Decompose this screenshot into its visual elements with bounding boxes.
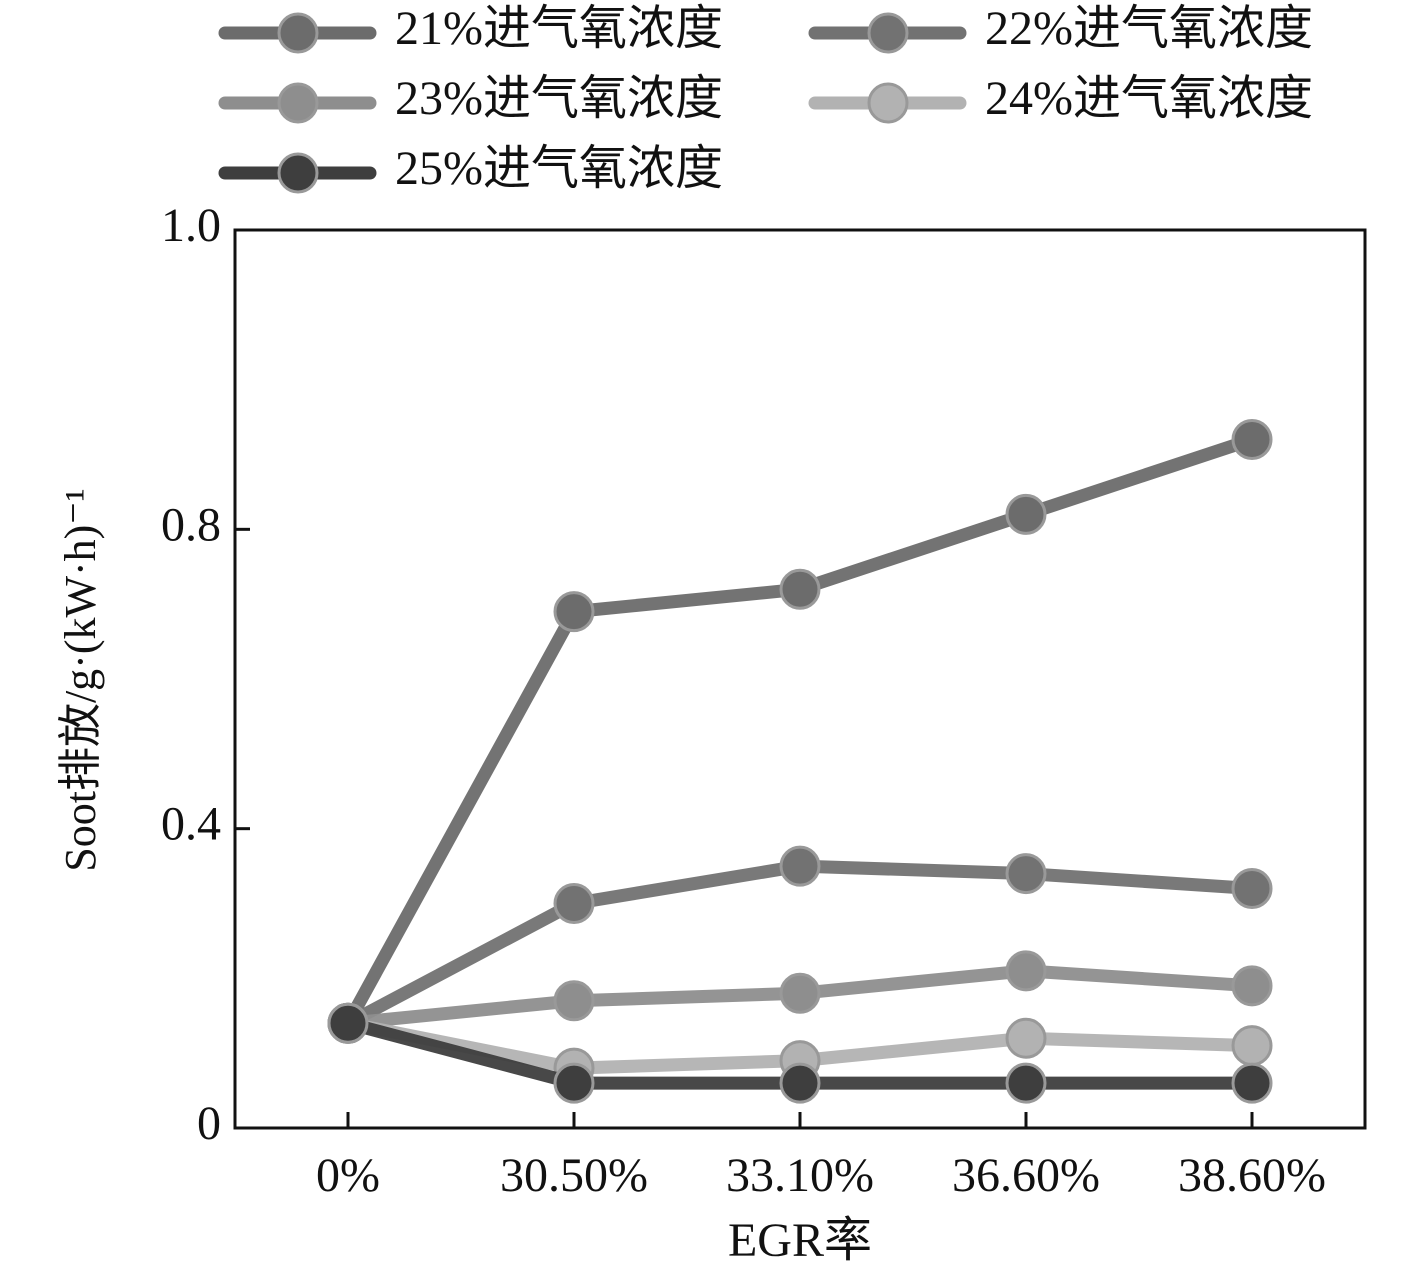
legend-marker xyxy=(867,82,909,124)
x-tick-label: 0% xyxy=(316,1149,380,1202)
legend-label: 24%进气氧浓度 xyxy=(985,72,1313,125)
data-point xyxy=(779,1062,821,1104)
data-point xyxy=(553,591,595,633)
x-tick-label: 30.50% xyxy=(500,1149,648,1202)
y-axis-label: Soot排放/g·(kW·h)⁻¹ xyxy=(56,488,105,871)
y-tick-label: 0.4 xyxy=(161,798,221,851)
x-axis-label: EGR率 xyxy=(728,1214,872,1267)
data-point xyxy=(1231,868,1273,910)
data-point xyxy=(1231,419,1273,461)
data-point xyxy=(779,568,821,610)
legend-label: 21%进气氧浓度 xyxy=(395,2,723,55)
data-point xyxy=(779,845,821,887)
y-tick-label: 0.8 xyxy=(161,498,221,551)
data-point xyxy=(553,883,595,924)
y-tick-label: 1.0 xyxy=(161,199,221,252)
x-tick-label: 38.60% xyxy=(1178,1149,1326,1202)
y-tick-label: 0 xyxy=(197,1097,221,1150)
data-point xyxy=(1231,1062,1273,1104)
legend-label: 22%进气氧浓度 xyxy=(985,2,1313,55)
legend-marker xyxy=(277,12,319,54)
data-point xyxy=(1231,1025,1273,1067)
legend-marker xyxy=(277,152,319,194)
data-point xyxy=(1005,1017,1047,1059)
data-point xyxy=(327,1002,369,1044)
data-point xyxy=(553,980,595,1022)
data-point xyxy=(1005,1062,1047,1104)
data-point xyxy=(1005,493,1047,535)
data-point xyxy=(1005,853,1047,895)
data-point xyxy=(553,1062,595,1104)
legend-label: 23%进气氧浓度 xyxy=(395,72,723,125)
x-tick-label: 36.60% xyxy=(952,1149,1100,1202)
legend-label: 25%进气氧浓度 xyxy=(395,142,723,195)
x-tick-label: 33.10% xyxy=(726,1149,874,1202)
data-point xyxy=(1005,950,1047,992)
legend-marker xyxy=(867,12,909,54)
data-point xyxy=(779,972,821,1014)
legend-marker xyxy=(277,82,319,124)
series-line xyxy=(341,433,1259,1030)
data-point xyxy=(1231,965,1273,1007)
